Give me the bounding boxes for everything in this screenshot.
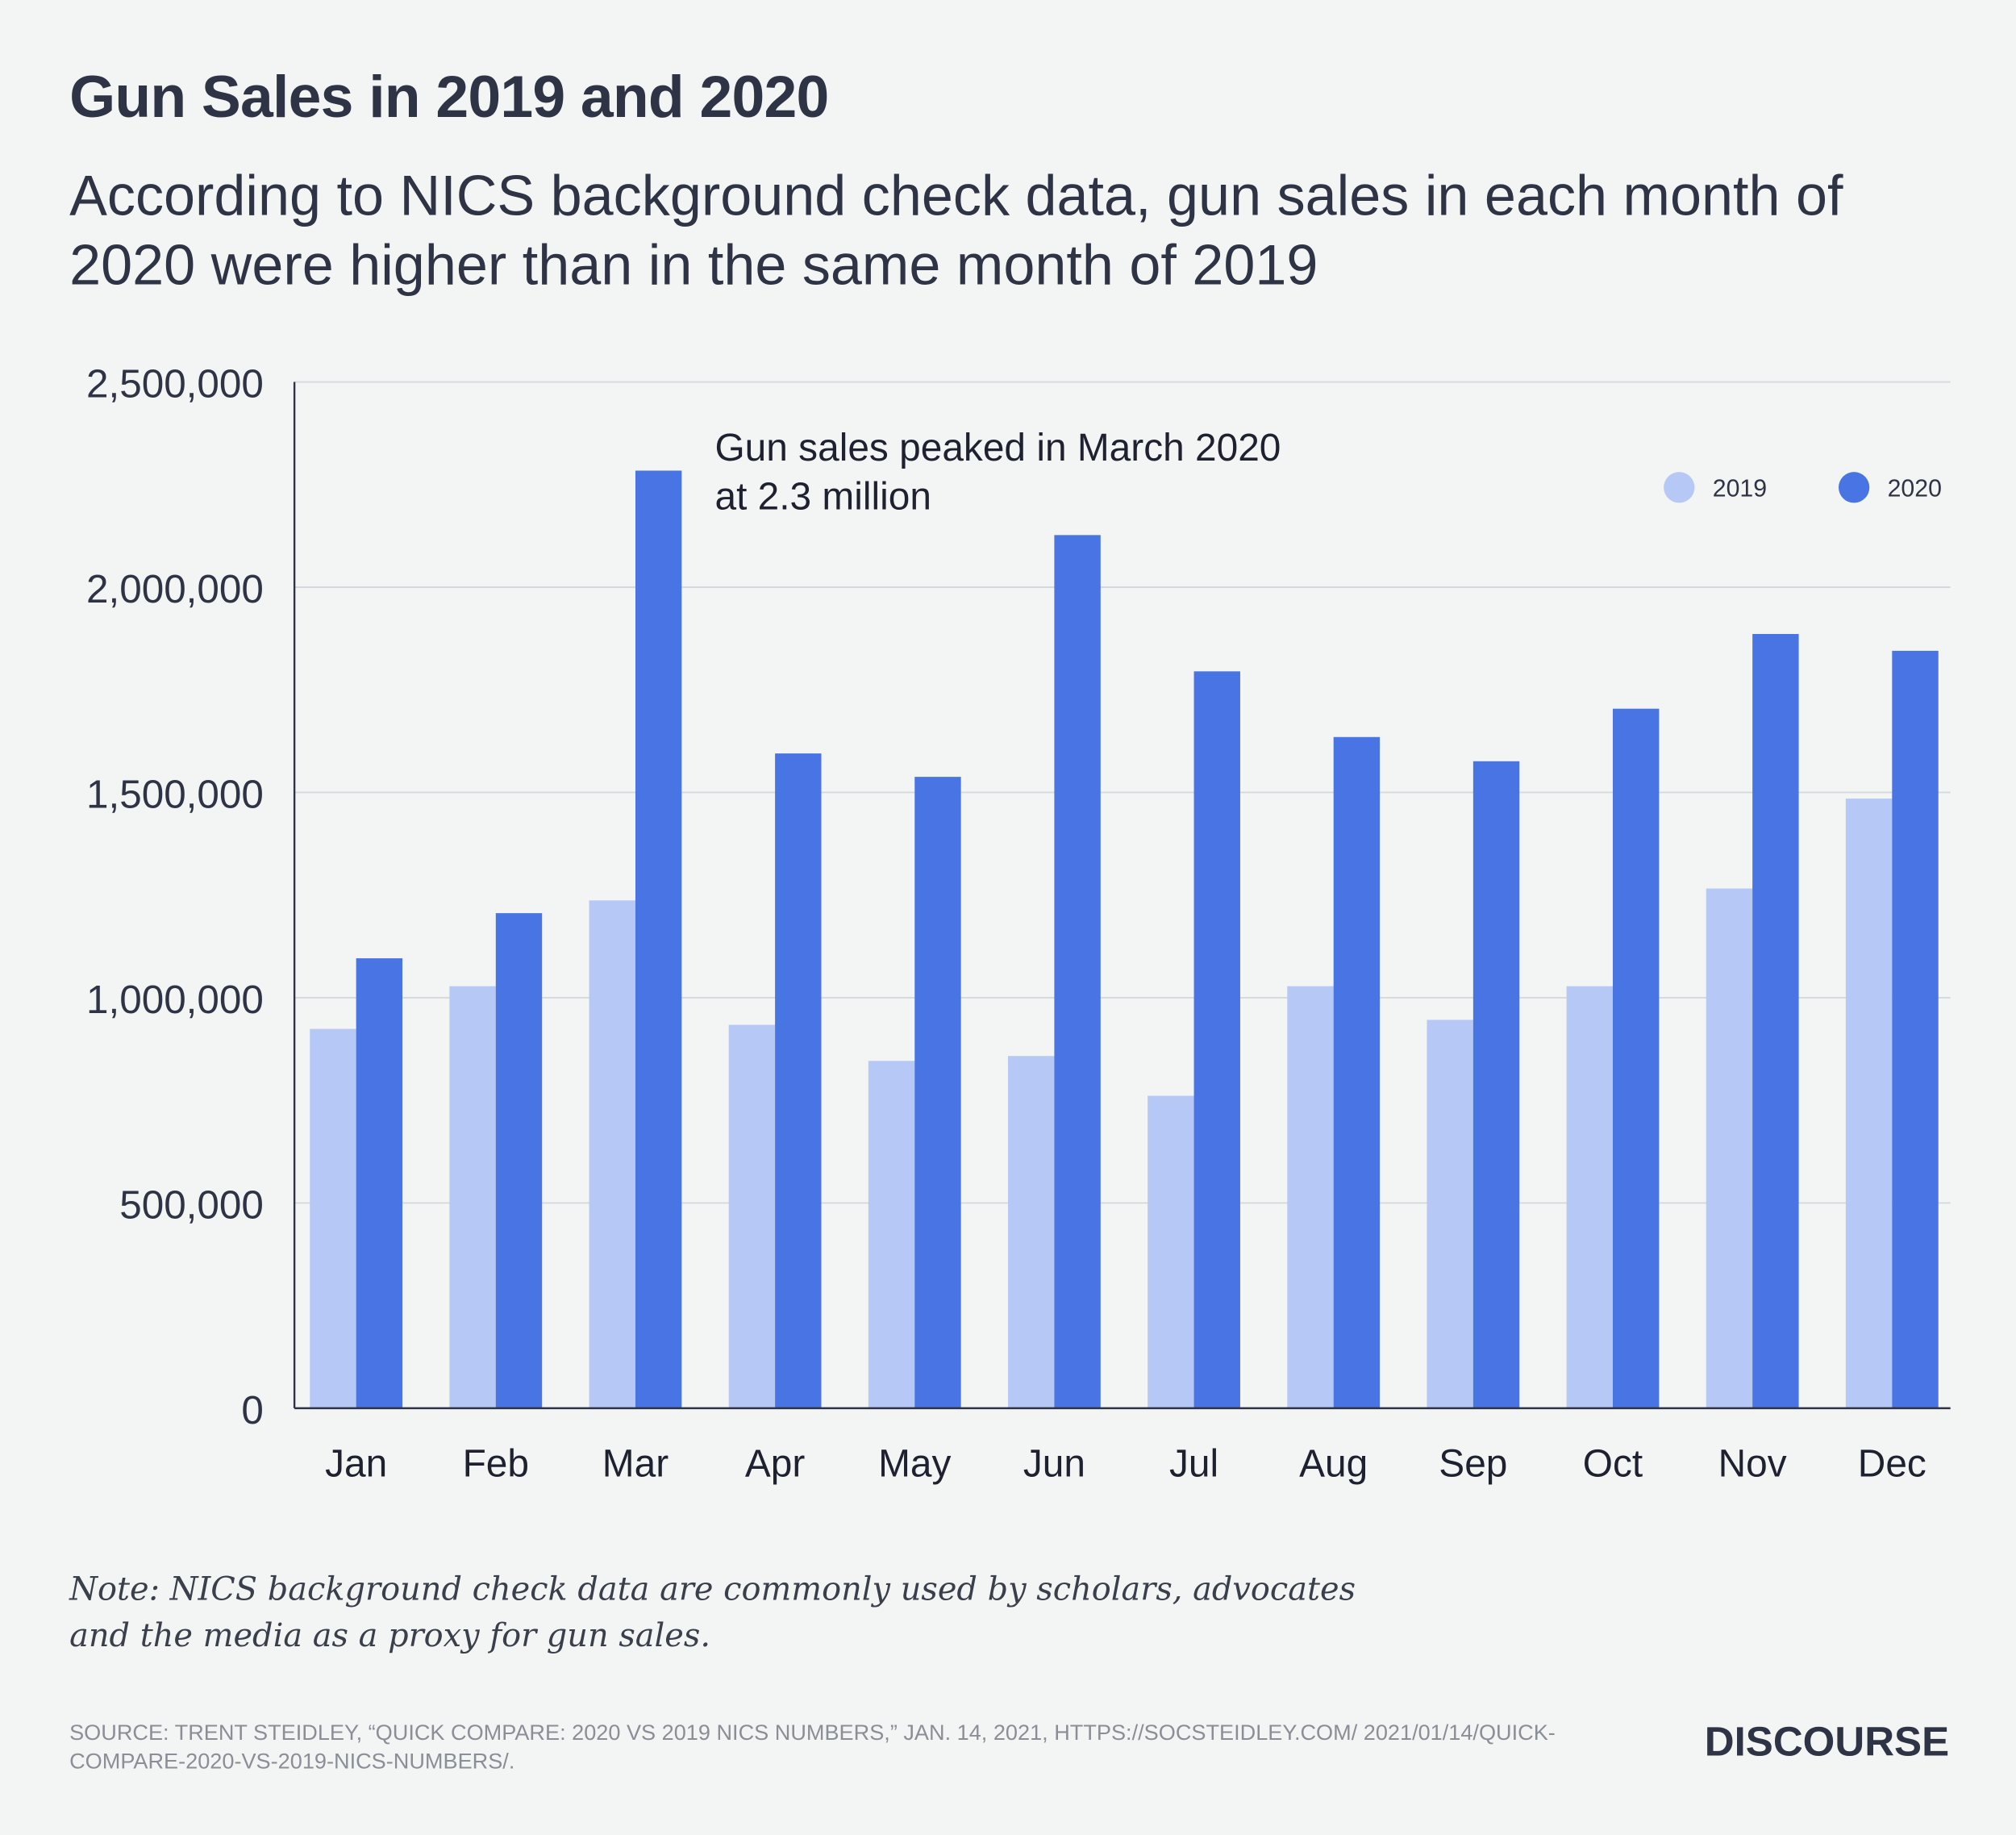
bar-2019-oct: [1566, 986, 1614, 1408]
x-tick-label: Aug: [1299, 1442, 1368, 1485]
legend-swatch-2019: [1664, 472, 1695, 503]
bar-2020-jul: [1193, 671, 1240, 1408]
bar-2019-mar: [589, 900, 635, 1408]
chart-subtitle: According to NICS background check data,…: [69, 165, 1843, 298]
bar-2020-dec: [1892, 650, 1939, 1408]
bar-2019-dec: [1845, 799, 1893, 1408]
x-tick-label: May: [878, 1442, 951, 1485]
x-tick-label: Apr: [745, 1442, 806, 1485]
y-tick-label: 2,000,000: [86, 567, 264, 611]
bar-2020-jun: [1054, 535, 1101, 1408]
y-tick-label: 2,500,000: [86, 362, 264, 407]
bar-2019-sep: [1427, 1020, 1473, 1408]
y-tick-label: 1,000,000: [86, 978, 264, 1022]
annotation-text: Gun sales peaked in March 2020: [714, 427, 1281, 469]
bar-2020-nov: [1752, 634, 1799, 1408]
bar-2019-jun: [1008, 1056, 1055, 1408]
x-tick-label: Oct: [1583, 1442, 1643, 1485]
x-tick-label: Dec: [1858, 1442, 1926, 1485]
chart-note: Note: NICS background check data are com…: [69, 1570, 1356, 1654]
bar-2019-jul: [1148, 1095, 1194, 1408]
legend-label: 2019: [1713, 475, 1767, 502]
bar-2020-sep: [1472, 761, 1520, 1408]
bar-2020-feb: [495, 913, 543, 1408]
bar-2020-oct: [1613, 708, 1660, 1408]
bar-2020-may: [914, 777, 961, 1408]
y-tick-label: 1,500,000: [86, 773, 264, 817]
chart-title: Gun Sales in 2019 and 2020: [69, 63, 829, 131]
bar-2020-jan: [356, 958, 403, 1408]
x-tick-label: Nov: [1718, 1442, 1787, 1485]
bar-2019-feb: [449, 986, 496, 1408]
bar-2020-aug: [1333, 736, 1381, 1408]
x-tick-label: Sep: [1439, 1442, 1507, 1485]
annotation-text: at 2.3 million: [714, 475, 931, 518]
bar-2020-mar: [635, 470, 682, 1408]
y-tick-label: 0: [241, 1388, 263, 1433]
x-tick-label: Jul: [1169, 1442, 1218, 1485]
bar-2019-aug: [1287, 986, 1334, 1408]
discourse-logo: DISCOURSE: [1704, 1718, 1950, 1765]
x-tick-label: Jun: [1023, 1442, 1085, 1485]
x-tick-label: Mar: [602, 1442, 669, 1485]
x-tick-label: Feb: [463, 1442, 529, 1485]
bar-2019-nov: [1706, 888, 1753, 1408]
source-text: SOURCE: TRENT STEIDLEY, “QUICK COMPARE: …: [69, 1720, 1556, 1774]
bar-2019-may: [868, 1061, 915, 1408]
legend-label: 2020: [1888, 475, 1942, 502]
bar-2020-apr: [775, 753, 822, 1408]
legend-swatch-2020: [1838, 472, 1870, 503]
y-tick-label: 500,000: [119, 1183, 264, 1228]
x-tick-label: Jan: [325, 1442, 387, 1485]
bar-chart: 0 500,000 1,000,000 1,500,000 2,000,000 2,500…: [86, 362, 1951, 1485]
bar-2019-apr: [728, 1024, 776, 1408]
bar-2019-jan: [310, 1028, 356, 1408]
